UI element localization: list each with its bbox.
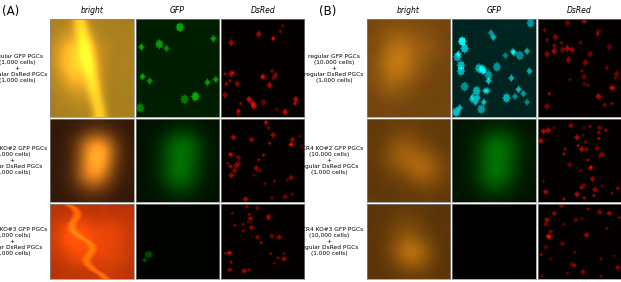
Text: bright: bright (397, 6, 420, 16)
Text: CXCR4 KO#3 GFP PGCs
(10,000 cells)
+
regular DsRed PGCs
(1,000 cells): CXCR4 KO#3 GFP PGCs (10,000 cells) + reg… (294, 227, 363, 256)
Text: (A): (A) (2, 5, 20, 18)
Text: CXCR4 KO#2 GFP PGCs
(1,000 cells)
+
regular DsRed PGCs
(1,000 cells): CXCR4 KO#2 GFP PGCs (1,000 cells) + regu… (0, 146, 47, 175)
Text: CXCR4 KO#3 GFP PGCs
(1,000 cells)
+
regular DsRed PGCs
(1,000 cells): CXCR4 KO#3 GFP PGCs (1,000 cells) + regu… (0, 227, 47, 256)
Text: bright: bright (81, 6, 104, 16)
Text: regular GFP PGCs
(10,000 cells)
+
regular DsRed PGCs
(1,000 cells): regular GFP PGCs (10,000 cells) + regula… (304, 54, 363, 83)
Text: regular GFP PGCs
(1,000 cells)
+
regular DsRed PGCs
(1,000 cells): regular GFP PGCs (1,000 cells) + regular… (0, 54, 47, 83)
Text: (B): (B) (319, 5, 337, 18)
Text: CXCR4 KO#2 GFP PGCs
(10,000 cells)
+
regular DsRed PGCs
(1,000 cells): CXCR4 KO#2 GFP PGCs (10,000 cells) + reg… (294, 146, 363, 175)
Text: DsRed: DsRed (567, 6, 592, 16)
Text: DsRed: DsRed (250, 6, 275, 16)
Text: GFP: GFP (170, 6, 185, 16)
Text: GFP: GFP (486, 6, 501, 16)
